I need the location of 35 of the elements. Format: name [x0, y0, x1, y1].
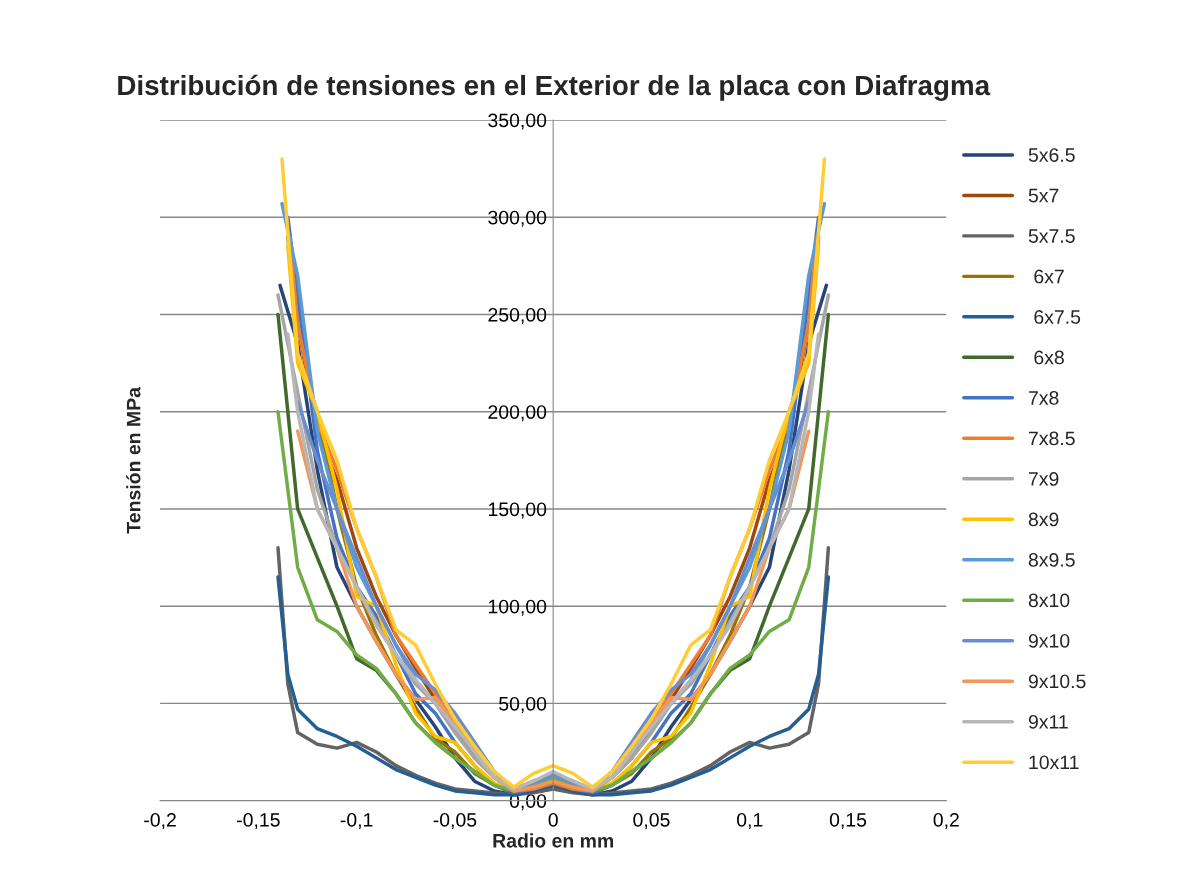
legend-label: 6x8 — [1034, 350, 1064, 365]
x-tick-label: -0,2 — [144, 812, 176, 830]
legend-label: 9x10.5 — [1028, 674, 1086, 689]
legend-label: 9x11 — [1028, 714, 1068, 729]
x-tick-label: 0,15 — [829, 812, 867, 830]
x-tick-label: -0,05 — [433, 812, 477, 830]
legend-label: 9x10 — [1028, 633, 1070, 648]
legend-label: 6x7 — [1034, 269, 1064, 284]
y-tick-label: 300,00 — [488, 210, 547, 227]
legend-label: 5x7.5 — [1028, 229, 1075, 243]
x-tick-label: -0,15 — [237, 812, 280, 830]
y-tick-label: 250,00 — [488, 307, 547, 325]
legend-label: 10x11 — [1029, 755, 1079, 770]
y-tick-label: 100,00 — [488, 599, 547, 616]
legend-label: 7x8.5 — [1028, 431, 1075, 446]
y-tick-label: 150,00 — [488, 502, 547, 519]
legend-label: 8x9 — [1028, 512, 1059, 527]
y-tick-label: 50,00 — [499, 696, 547, 713]
x-tick-label: 0,05 — [633, 812, 670, 830]
chart-title: Distribución de tensiones en el Exterior de la placa con Diafragma — [118, 74, 991, 101]
y-tick-label: 350,00 — [488, 113, 547, 130]
legend-label: 7x8 — [1028, 391, 1059, 405]
x-tick-label: 0 — [548, 812, 558, 827]
legend-label: 5x6.5 — [1028, 148, 1075, 162]
y-axis-title: Tensión en MPa — [126, 386, 141, 534]
legend-label: 8x10 — [1028, 593, 1070, 608]
x-tick-label: -0,1 — [340, 812, 373, 830]
x-axis-title: Radio en mm — [493, 833, 614, 848]
legend-label: 7x9 — [1028, 472, 1059, 486]
legend-label: 8x9.5 — [1028, 553, 1075, 567]
y-tick-label: 200,00 — [488, 405, 547, 422]
x-tick-label: 0,1 — [736, 812, 763, 830]
x-tick-label: 0,2 — [933, 812, 959, 830]
legend-label: 6x7.5 — [1034, 310, 1081, 324]
legend-label: 5x7 — [1028, 188, 1059, 203]
